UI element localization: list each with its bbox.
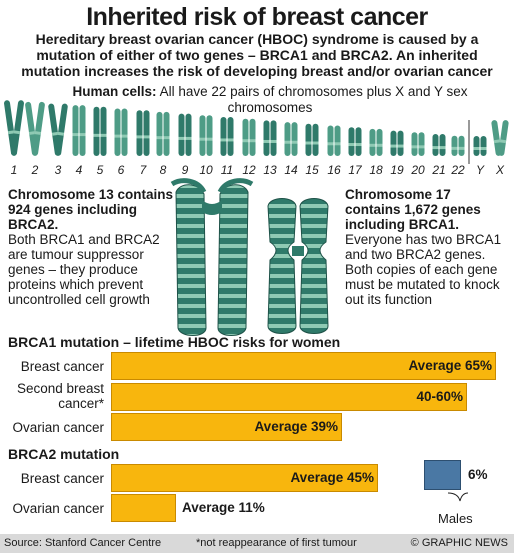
chromosome-number-label: 17 <box>348 163 363 177</box>
chromosome-number-label: 12 <box>242 163 256 177</box>
footer-credit: © GRAPHIC NEWS <box>410 537 508 549</box>
chromosome-17-icon <box>348 127 362 156</box>
chromosome-13-heading: Chromosome 13 contains 924 genes includi… <box>8 187 174 232</box>
chromosome-15-icon <box>305 123 319 156</box>
chromosome-20-icon <box>411 132 425 156</box>
chromosome-number-label: 6 <box>118 163 125 177</box>
brca2-breast-value: Average 45% <box>290 470 374 485</box>
chromosome-number-label: X <box>495 163 505 177</box>
brca2-ovarian-bar <box>111 494 176 522</box>
chromosome-13-description: Chromosome 13 contains 924 genes includi… <box>8 187 180 307</box>
brca1-ovarian-label: Ovarian cancer <box>12 420 104 435</box>
chromosome-17-heading: Chromosome 17 contains 1,672 genes inclu… <box>345 187 481 232</box>
males-pointer-icon <box>448 492 468 502</box>
karyotype-diagram: 1 2 3 4 5 6 7 8 9 10 11 12 13 14 15 16 17 18 19 20 21 22 Y X <box>4 100 509 177</box>
brca1-ovarian-bar <box>111 413 342 441</box>
chromosome-number-label: 21 <box>431 163 445 177</box>
chromosome-number-label: 4 <box>76 163 83 177</box>
brca1-breast-label: Breast cancer <box>20 359 104 374</box>
brca2-breast-bar <box>111 464 378 492</box>
chromosome-number-label: 19 <box>390 163 404 177</box>
chromosome-21-icon <box>432 134 446 156</box>
chromosome-number-label: 8 <box>160 163 167 177</box>
chromosome-5-icon <box>93 106 107 156</box>
footer-bar <box>0 534 514 553</box>
chromosome-19-icon <box>390 130 404 156</box>
brca2-breast-label: Breast cancer <box>20 471 104 486</box>
brca1-heading: BRCA1 mutation – lifetime HBOC risks for… <box>8 334 341 350</box>
chromosome-17-description: Chromosome 17 contains 1,672 genes inclu… <box>345 187 510 307</box>
brca1-second-breast-value: 40-60% <box>416 389 463 404</box>
chromosome-13-body: Both BRCA1 and BRCA2 are tumour suppress… <box>8 232 160 307</box>
males-value: 6% <box>468 467 488 482</box>
chromosome-y-icon <box>473 136 487 156</box>
chromosome-6-icon <box>114 108 128 156</box>
chromosome-9-icon <box>178 113 192 156</box>
chromosome-10-icon <box>199 115 213 156</box>
chromosome-13-icon <box>170 178 254 336</box>
chromosome-3-icon <box>48 103 68 156</box>
chromosome-12-icon <box>242 118 256 156</box>
brca1-second-breast-bar <box>111 383 467 411</box>
chromosome-2-icon <box>25 101 45 156</box>
chromosome-17-body: Everyone has two BRCA1 and two BRCA2 gen… <box>345 232 502 307</box>
human-cells-caption: Human cells: All have 22 pairs of chromo… <box>40 84 500 116</box>
chromosome-7-icon <box>136 110 150 156</box>
chromosome-number-label: 15 <box>305 163 319 177</box>
males-risk-box <box>424 460 461 490</box>
chromosome-14-icon <box>284 122 298 156</box>
brca2-ovarian-value: Average 11% <box>182 500 265 515</box>
chromosome-number-label: 9 <box>182 163 189 177</box>
brca2-ovarian-label: Ovarian cancer <box>12 501 104 516</box>
chromosome-number-label: 2 <box>31 163 39 177</box>
chromosome-number-label: Y <box>476 163 485 177</box>
males-label: Males <box>438 511 473 526</box>
page-title: Inherited risk of breast cancer <box>86 3 428 31</box>
chromosome-17-icon <box>267 198 329 334</box>
footer-source: Source: Stanford Cancer Centre <box>4 537 162 549</box>
brca1-breast-value: Average 65% <box>408 358 492 373</box>
chromosome-number-label: 10 <box>199 163 213 177</box>
chromosome-number-label: 20 <box>410 163 425 177</box>
footer-note: *not reappearance of first tumour <box>196 537 357 549</box>
chromosome-18-icon <box>369 128 383 156</box>
chromosome-number-label: 1 <box>11 163 18 177</box>
chromosome-number-label: 13 <box>263 163 277 177</box>
chromosome-8-icon <box>156 111 170 156</box>
chromosome-number-label: 14 <box>284 163 298 177</box>
chromosome-22-icon <box>451 135 465 156</box>
chromosome-1-icon <box>4 100 24 156</box>
chromosome-number-label: 16 <box>327 163 341 177</box>
chromosome-number-label: 3 <box>55 163 62 177</box>
brca1-ovarian-value: Average 39% <box>254 419 338 434</box>
chromosome-number-label: 5 <box>97 163 104 177</box>
chromosome-16-icon <box>327 125 341 156</box>
chromosome-11-icon <box>220 117 234 156</box>
human-cells-label: Human cells: <box>72 84 157 99</box>
brca2-heading: BRCA2 mutation <box>8 446 120 462</box>
chromosome-number-label: 7 <box>140 163 148 177</box>
chromosome-number-label: 22 <box>450 163 465 177</box>
chromosome-number-label: 18 <box>369 163 383 177</box>
chromosome-x-icon <box>491 120 509 156</box>
human-cells-text: All have 22 pairs of chromosomes plus X … <box>159 84 468 115</box>
subtitle: Hereditary breast ovarian cancer (HBOC) … <box>21 31 493 79</box>
chromosome-number-label: 11 <box>221 163 233 177</box>
chromosome-13-icon <box>263 120 277 156</box>
brca1-breast-bar <box>111 352 496 380</box>
brca1-second-breast-label: Second breast cancer* <box>16 381 104 411</box>
enlarged-chromosomes <box>170 178 329 336</box>
chromosome-4-icon <box>72 105 86 156</box>
